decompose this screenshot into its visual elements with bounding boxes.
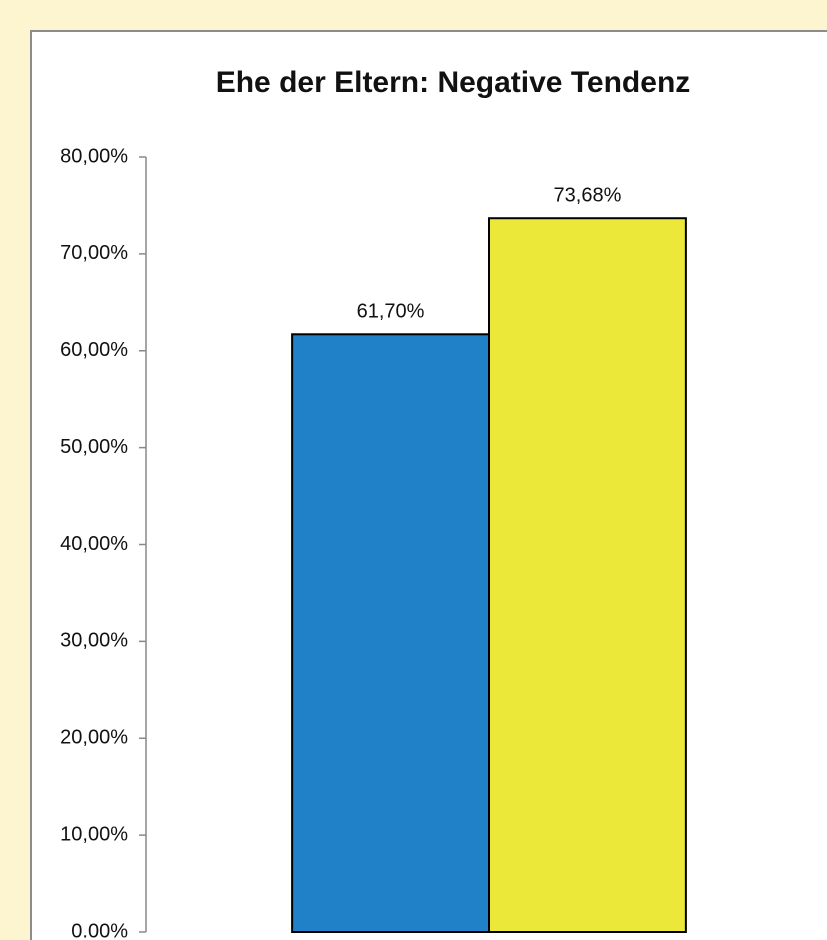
y-tick-label: 0.00% <box>71 920 128 940</box>
chart-title: Ehe der Eltern: Negative Tendenz <box>216 66 691 99</box>
y-tick-label: 40,00% <box>60 533 128 555</box>
y-tick-label: 20,00% <box>60 727 128 749</box>
y-tick-label: 30,00% <box>60 630 128 652</box>
y-tick-label: 70,00% <box>60 242 128 264</box>
y-tick-label: 60,00% <box>60 339 128 361</box>
y-tick-label: 50,00% <box>60 436 128 458</box>
bar <box>488 217 687 934</box>
y-tick-label: 10,00% <box>60 823 128 845</box>
y-tick-label: 80,00% <box>60 145 128 167</box>
data-label: 73,68% <box>554 185 622 207</box>
bar <box>291 333 491 933</box>
data-label: 61,70% <box>357 301 425 323</box>
